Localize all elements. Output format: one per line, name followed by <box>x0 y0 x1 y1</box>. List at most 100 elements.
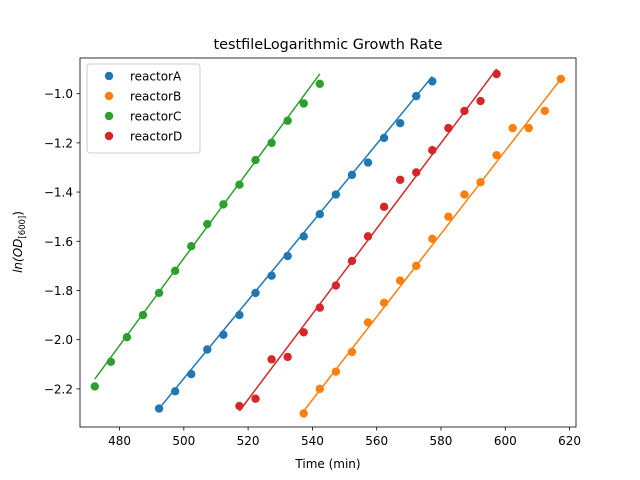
data-point-reactorD <box>444 123 453 133</box>
legend-label-reactorB: reactorB <box>130 90 181 104</box>
data-point-reactorA <box>170 387 180 396</box>
legend-frame <box>86 63 201 154</box>
data-point-reactorC <box>90 382 99 391</box>
x-tick-label: 620 <box>558 434 581 448</box>
data-point-reactorC <box>106 357 116 367</box>
x-tick-label: 480 <box>108 434 131 448</box>
data-point-reactorD <box>460 106 469 116</box>
data-point-reactorB <box>299 409 308 418</box>
data-point-reactorB <box>412 261 421 271</box>
data-point-reactorB <box>508 123 517 133</box>
data-point-reactorB <box>347 347 357 357</box>
y-tick-label: −2.0 <box>44 333 73 347</box>
data-point-reactorD <box>235 401 244 411</box>
data-point-reactorA <box>299 232 308 241</box>
data-point-reactorA <box>428 77 437 86</box>
data-point-reactorB <box>363 318 373 327</box>
x-tick-label: 520 <box>237 434 260 448</box>
legend-marker-reactorD <box>104 131 114 141</box>
data-point-reactorC <box>154 288 164 298</box>
data-point-reactorB <box>428 234 437 244</box>
series-reactorA <box>154 75 437 413</box>
fit-line-reactorA <box>158 75 433 410</box>
data-point-reactorA <box>331 190 341 199</box>
data-point-reactorC <box>315 79 325 89</box>
data-point-reactorB <box>524 123 533 133</box>
legend-marker-reactorC <box>104 111 114 121</box>
data-point-reactorB <box>315 384 325 394</box>
y-axis-label: ln(OD[600]) <box>11 211 28 273</box>
y-tick-label: −1.2 <box>44 136 73 150</box>
data-point-reactorB <box>460 190 469 199</box>
data-point-reactorA <box>267 271 276 280</box>
data-point-reactorA <box>363 158 373 167</box>
data-point-reactorA <box>283 251 292 261</box>
x-tick-label: 560 <box>365 434 388 448</box>
y-tick-label: −1.4 <box>44 186 73 200</box>
data-point-reactorA <box>203 345 212 354</box>
data-point-reactorB <box>379 298 389 307</box>
y-tick-label: −2.2 <box>44 382 73 396</box>
legend: reactorA reactorB reactorC reactorD <box>86 63 201 154</box>
series-reactorD <box>235 68 501 412</box>
data-point-reactorC <box>170 266 180 275</box>
data-point-reactorB <box>476 178 485 187</box>
data-point-reactorD <box>492 69 501 79</box>
data-point-reactorD <box>315 303 325 312</box>
x-tick-label: 580 <box>430 434 453 448</box>
data-point-reactorB <box>331 367 341 376</box>
data-point-reactorD <box>283 352 292 362</box>
data-point-reactorB <box>444 212 453 221</box>
axes-frame <box>79 57 577 428</box>
data-point-reactorC <box>251 155 260 165</box>
data-point-reactorB <box>540 106 550 116</box>
legend-marker-reactorB <box>104 91 114 101</box>
data-point-reactorC <box>219 200 228 209</box>
x-axis-ticks: 480 500 520 540 560 580 600 620 <box>108 427 581 448</box>
data-point-reactorB <box>556 74 566 84</box>
data-point-reactorC <box>235 180 244 189</box>
data-point-reactorC <box>267 138 276 148</box>
data-point-reactorA <box>379 133 389 143</box>
data-point-reactorD <box>347 256 357 266</box>
data-point-reactorC <box>138 310 148 320</box>
legend-marker-reactorA <box>104 71 114 81</box>
legend-label-reactorD: reactorD <box>130 130 182 144</box>
chart-title: testfileLogarithmic Growth Rate <box>214 37 443 53</box>
data-point-reactorA <box>235 310 244 320</box>
data-point-reactorA <box>315 210 325 219</box>
legend-label-reactorA: reactorA <box>130 70 182 84</box>
data-point-reactorD <box>299 328 308 337</box>
data-point-reactorD <box>267 355 276 364</box>
data-point-reactorC <box>122 333 132 342</box>
x-tick-label: 540 <box>301 434 324 448</box>
data-point-reactorA <box>219 330 228 339</box>
data-point-reactorA <box>347 170 357 180</box>
data-point-reactorD <box>331 281 341 290</box>
data-point-reactorC <box>299 99 308 108</box>
data-point-reactorD <box>395 175 405 184</box>
x-tick-label: 600 <box>494 434 517 448</box>
data-point-reactorA <box>251 288 260 298</box>
fit-line-reactorB <box>303 78 562 412</box>
data-point-reactorC <box>187 241 196 251</box>
data-point-reactorA <box>395 118 405 128</box>
x-tick-label: 500 <box>172 434 195 448</box>
y-tick-label: −1.6 <box>44 235 73 249</box>
y-tick-label: −1.8 <box>44 284 73 298</box>
plot-area <box>79 57 577 428</box>
series-reactorC <box>90 73 325 391</box>
data-point-reactorD <box>379 202 389 212</box>
legend-label-reactorC: reactorC <box>130 110 181 124</box>
y-tick-label: −1.0 <box>44 87 73 101</box>
data-point-reactorA <box>187 369 196 379</box>
data-point-reactorC <box>283 116 292 125</box>
data-point-reactorD <box>476 96 485 106</box>
data-point-reactorD <box>428 146 437 155</box>
data-point-reactorB <box>492 150 501 160</box>
data-point-reactorD <box>363 232 373 241</box>
series-reactorB <box>299 74 566 418</box>
data-point-reactorC <box>203 219 212 229</box>
data-point-reactorD <box>412 168 421 177</box>
